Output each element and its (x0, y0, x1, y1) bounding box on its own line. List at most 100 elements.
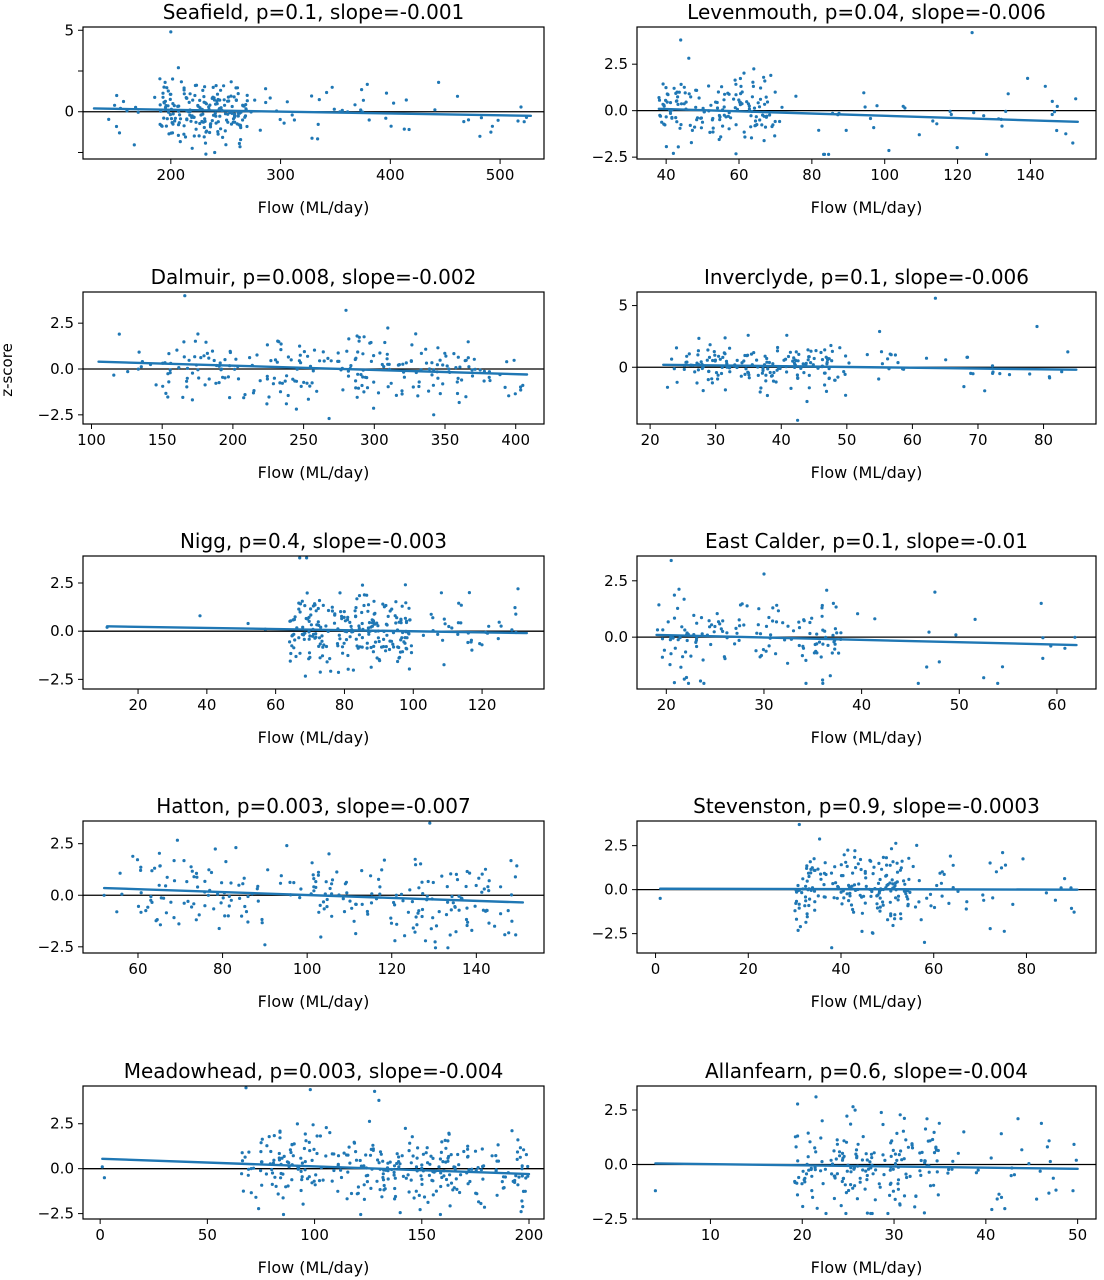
scatter-point (436, 632, 440, 637)
scatter-point (1001, 851, 1005, 855)
scatter-point (794, 917, 799, 921)
scatter-point (315, 389, 319, 393)
scatter-point (924, 356, 929, 360)
scatter-point (773, 90, 777, 94)
scatter-point (310, 1181, 314, 1185)
scatter-point (335, 642, 340, 646)
scatter-point (937, 660, 941, 664)
scatter-point (306, 354, 310, 358)
scatter-point (446, 1156, 450, 1160)
scatter-point (902, 1157, 906, 1161)
scatter-point (284, 402, 288, 406)
scatter-point (706, 348, 710, 352)
scatter-point (163, 80, 167, 84)
scatter-point (399, 892, 404, 896)
scatter-point (767, 360, 772, 365)
scatter-point (1004, 109, 1008, 113)
scatter-point (878, 877, 882, 882)
scatter-point (848, 891, 852, 895)
scatter-point (996, 681, 1000, 686)
scatter-point (808, 860, 812, 864)
scatter-point (713, 358, 718, 362)
scatter-point (895, 861, 899, 865)
scatter-point (722, 105, 726, 109)
scatter-point (999, 1132, 1003, 1136)
scatter-point (246, 920, 250, 924)
scatter-point (788, 350, 793, 354)
scatter-point (190, 371, 195, 375)
scatter-point (767, 615, 771, 620)
scatter-point (888, 1193, 892, 1197)
scatter-point (384, 116, 388, 120)
scatter-point (320, 654, 325, 658)
scatter-point (203, 141, 208, 145)
scatter-point (420, 914, 424, 919)
scatter-point (755, 358, 759, 362)
scatter-point (291, 1154, 295, 1158)
scatter-point (315, 623, 319, 627)
scatter-point (360, 621, 364, 626)
y-tick-label: 0.0 (50, 622, 74, 640)
scatter-point (279, 342, 283, 346)
scatter-point (974, 1171, 979, 1175)
scatter-point (437, 910, 441, 914)
scatter-point (202, 125, 206, 130)
scatter-points (655, 558, 1077, 686)
scatter-point (420, 1177, 424, 1181)
scatter-point (299, 1169, 303, 1173)
scatter-point (219, 368, 223, 372)
scatter-point (226, 375, 230, 379)
scatter-point (668, 638, 673, 642)
scatter-point (185, 376, 189, 380)
scatter-point (467, 1168, 471, 1172)
scatter-point (485, 908, 489, 913)
scatter-point (186, 899, 190, 904)
scatter-point (976, 1168, 980, 1172)
scatter-point (1003, 863, 1008, 867)
scatter-point (692, 613, 696, 618)
scatter-point (865, 1158, 869, 1162)
scatter-point (136, 904, 141, 909)
scatter-point (819, 350, 823, 355)
scatter-point (684, 360, 688, 364)
scatter-point (843, 372, 847, 376)
scatter-point (1006, 92, 1010, 96)
scatter-point (345, 891, 349, 895)
scatter-point (801, 1169, 805, 1173)
scatter-point (931, 119, 935, 123)
scatter-point (1071, 141, 1075, 145)
scatter-point (947, 901, 951, 906)
scatter-point (207, 105, 211, 109)
scatter-point (734, 123, 738, 127)
scatter-point (448, 1173, 452, 1177)
scatter-point (354, 1158, 359, 1162)
scatter-point (158, 103, 162, 107)
scatter-point (721, 619, 725, 623)
scatter-point (774, 380, 778, 384)
scatter-point (917, 900, 921, 904)
scatter-point (278, 1130, 282, 1134)
scatter-point (482, 1205, 487, 1209)
scatter-point (240, 1151, 244, 1155)
scatter-point (297, 607, 301, 611)
scatter-point (253, 98, 257, 102)
scatter-point (696, 353, 700, 357)
scatter-point (457, 400, 461, 405)
scatter-point (330, 1179, 334, 1183)
scatter-point (810, 866, 814, 870)
scatter-point (764, 379, 768, 383)
scatter-point (396, 659, 400, 664)
scatter-point (366, 912, 370, 916)
scatter-point (198, 614, 202, 618)
scatter-point (150, 900, 154, 905)
scatter-point (897, 1153, 901, 1157)
scatter-point (243, 1155, 247, 1159)
scatter-point (991, 370, 995, 374)
scatter-point (182, 92, 186, 96)
scatter-point (240, 1159, 245, 1163)
scatter-point (362, 1197, 366, 1201)
y-tick-label: 2.5 (50, 835, 74, 853)
scatter-point (746, 371, 751, 375)
scatter-point (265, 374, 269, 378)
